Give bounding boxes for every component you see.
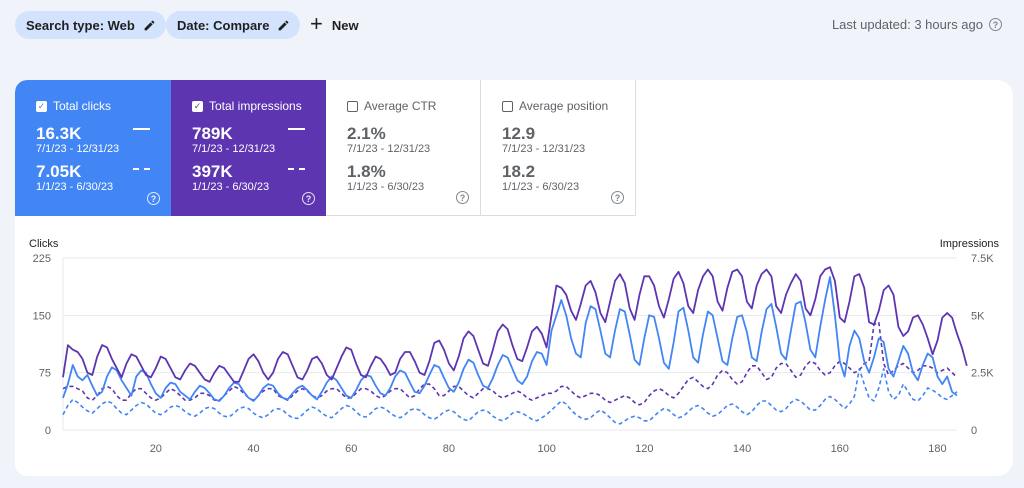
series-line-impressions-previous[interactable] [62, 321, 958, 406]
x-tick-label: 140 [733, 443, 751, 455]
new-filter-button[interactable]: + New [310, 11, 359, 39]
metric-label: Average position [519, 99, 609, 113]
date-filter-chip[interactable]: Date: Compare [166, 11, 301, 39]
metric-current-range: 7/1/23 - 12/31/23 [36, 143, 120, 155]
edit-pencil-icon [279, 20, 289, 30]
metric-previous-value: 18.2 [502, 162, 536, 181]
metric-label: Total impressions [209, 99, 302, 113]
edit-pencil-icon [144, 20, 155, 30]
metric-tile-total-clicks[interactable]: ✓ Total clicks 16.3K 7/1/23 - 12/31/23 7.… [15, 80, 171, 216]
metric-previous-value: 7.05K [36, 162, 82, 181]
series-line-clicks-current[interactable] [62, 276, 958, 402]
search-type-filter-chip[interactable]: Search type: Web [15, 11, 166, 39]
x-tick-label: 100 [537, 443, 555, 455]
chart-grid [62, 257, 957, 431]
filter-bar: Search type: Web Date: Compare + New Las… [0, 0, 1024, 50]
checkbox-checked-icon[interactable]: ✓ [192, 100, 203, 112]
help-icon[interactable]: ? [302, 192, 315, 205]
x-tick-label: 20 [150, 443, 162, 455]
metric-tile-total-impressions[interactable]: ✓ Total impressions 789K 7/1/23 - 12/31/2… [171, 80, 326, 216]
last-updated: Last updated: 3 hours ago ? [832, 17, 1002, 32]
y-right-tick-label: 7.5K [971, 253, 994, 265]
help-icon[interactable]: ? [456, 191, 469, 204]
metric-tile-average-ctr[interactable]: Average CTR 2.1% 7/1/23 - 12/31/23 1.8% … [326, 80, 481, 216]
x-tick-label: 40 [247, 443, 259, 455]
dashed-line-legend-icon [288, 168, 305, 170]
date-filter-label: Date: Compare [177, 17, 270, 33]
metric-current-value: 2.1% [347, 124, 386, 143]
help-icon[interactable]: ? [147, 192, 160, 205]
x-tick-label: 120 [635, 443, 653, 455]
metric-previous-range: 1/1/23 - 6/30/23 [502, 181, 580, 193]
checkbox-checked-icon[interactable]: ✓ [36, 100, 47, 112]
metric-current-range: 7/1/23 - 12/31/23 [192, 143, 276, 155]
y-right-tick-label: 5K [971, 310, 985, 322]
y-left-tick-label: 225 [33, 253, 51, 265]
metric-current-range: 7/1/23 - 12/31/23 [347, 143, 431, 155]
metric-current-value: 12.9 [502, 124, 536, 143]
y-left-tick-label: 150 [33, 310, 51, 322]
chart-ticks: 225 7.5K 150 5K 75 2.5K 0 0 20 40 60 80 100 120 140 160… [33, 253, 995, 455]
dashed-line-legend-icon [133, 168, 150, 170]
series-line-impressions-current[interactable] [62, 266, 968, 383]
solid-line-legend-icon [288, 128, 305, 130]
metric-current-range: 7/1/23 - 12/31/23 [502, 143, 586, 155]
metric-previous-value: 397K [192, 162, 233, 181]
metric-tile-average-position[interactable]: Average position 12.9 7/1/23 - 12/31/23 … [481, 80, 636, 216]
metric-previous-range: 1/1/23 - 6/30/23 [192, 181, 270, 193]
x-tick-label: 60 [345, 443, 357, 455]
y-left-tick-label: 75 [39, 368, 51, 380]
new-filter-label: New [331, 17, 359, 33]
solid-line-legend-icon [133, 128, 150, 130]
y-right-tick-label: 0 [971, 425, 977, 437]
y-right-tick-label: 2.5K [971, 368, 994, 380]
metric-previous-range: 1/1/23 - 6/30/23 [347, 181, 425, 193]
help-icon[interactable]: ? [611, 191, 624, 204]
search-type-filter-label: Search type: Web [26, 17, 135, 33]
y-left-axis-label: Clicks [29, 238, 59, 250]
performance-card: ✓ Total clicks 16.3K 7/1/23 - 12/31/23 7.… [15, 80, 1013, 476]
checkbox-unchecked-icon[interactable] [502, 100, 513, 112]
metric-previous-value: 1.8% [347, 162, 386, 181]
x-tick-label: 180 [928, 443, 946, 455]
y-left-tick-label: 0 [45, 425, 51, 437]
series-line-clicks-previous[interactable] [62, 367, 958, 425]
metric-current-value: 789K [192, 124, 233, 143]
last-updated-text: Last updated: 3 hours ago [831, 17, 983, 32]
plus-icon: + [310, 11, 323, 36]
metric-label: Total clicks [53, 99, 112, 113]
metric-current-value: 16.3K [36, 124, 82, 143]
chart-lines [62, 266, 968, 425]
help-icon[interactable]: ? [989, 18, 1002, 31]
checkbox-unchecked-icon[interactable] [347, 100, 358, 112]
x-tick-label: 80 [443, 443, 455, 455]
y-right-axis-label: Impressions [940, 238, 1000, 250]
metric-label: Average CTR [364, 99, 437, 113]
metric-previous-range: 1/1/23 - 6/30/23 [36, 181, 114, 193]
x-tick-label: 160 [831, 443, 849, 455]
